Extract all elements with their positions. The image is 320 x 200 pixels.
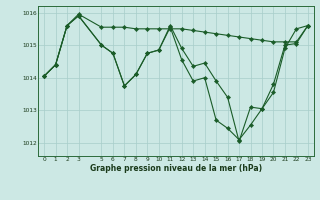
X-axis label: Graphe pression niveau de la mer (hPa): Graphe pression niveau de la mer (hPa) xyxy=(90,164,262,173)
